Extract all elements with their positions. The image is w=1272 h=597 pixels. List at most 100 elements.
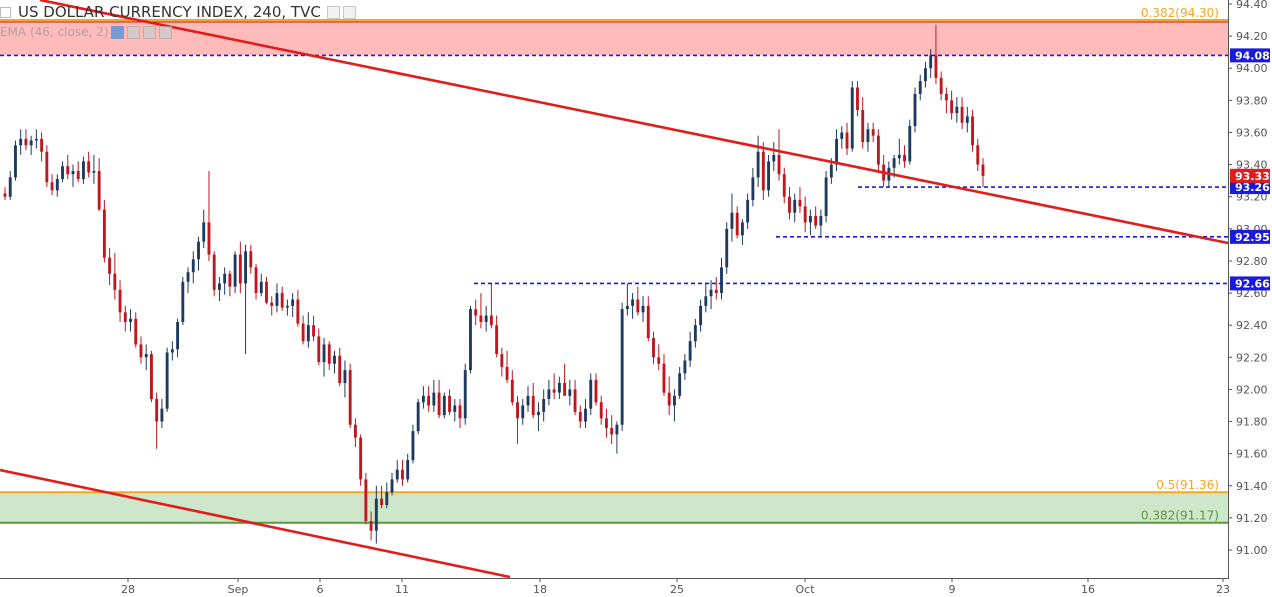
- candle-body: [976, 145, 980, 165]
- candle-body: [761, 151, 765, 191]
- candle-body: [803, 206, 807, 223]
- collapse-icon[interactable]: [0, 6, 11, 18]
- candle-body: [971, 116, 974, 146]
- candle-body: [489, 315, 493, 326]
- candle-body: [82, 161, 85, 180]
- y-tick-label: 93.60: [1236, 126, 1268, 139]
- close-icon[interactable]: [159, 25, 173, 39]
- candle-body: [29, 140, 33, 146]
- candle-body: [380, 498, 383, 506]
- candle-body: [8, 177, 12, 197]
- price-tag-93.26: 93.26: [1235, 181, 1270, 194]
- candle-body: [24, 138, 28, 146]
- x-tick-label: Sep: [228, 583, 249, 596]
- candle-body: [730, 212, 734, 229]
- candle-body: [301, 323, 305, 342]
- candle-body: [19, 138, 23, 146]
- symbol-title: US DOLLAR CURRENCY INDEX, 240, TVC: [18, 3, 321, 21]
- eye-icon[interactable]: [111, 25, 125, 39]
- candle-body: [401, 469, 404, 480]
- candle-body: [71, 171, 75, 175]
- trendline-lower[interactable]: [0, 468, 511, 579]
- header-buttons: [326, 5, 356, 19]
- candle-body: [782, 174, 786, 197]
- candle-body: [66, 166, 70, 175]
- candle-body: [584, 408, 587, 422]
- candle-body: [777, 154, 781, 175]
- candle-body: [918, 81, 922, 94]
- candle-body: [589, 379, 593, 409]
- fib-label: 0.382(94.30): [1141, 6, 1219, 20]
- candle-body: [113, 273, 117, 290]
- trendline-upper[interactable]: [39, 0, 1229, 245]
- fib-label: 0.5(91.36): [1156, 478, 1219, 492]
- candle-body: [516, 402, 519, 419]
- price-tag-92.66: 92.66: [1235, 277, 1270, 290]
- candle-body: [646, 305, 650, 339]
- candle-body: [950, 100, 954, 114]
- candle-body: [625, 305, 629, 310]
- candle-body: [312, 325, 316, 337]
- candle-body: [756, 151, 760, 178]
- candle-body: [594, 379, 598, 403]
- candle-body: [699, 305, 703, 326]
- candle-body: [453, 405, 457, 412]
- candle-body: [61, 166, 64, 180]
- y-tick-label: 91.20: [1236, 512, 1268, 525]
- candle-body: [348, 370, 352, 425]
- candle-body: [740, 222, 744, 236]
- candle-body: [176, 321, 180, 350]
- candle-body: [395, 469, 399, 480]
- candle-body: [228, 273, 232, 287]
- candle-body: [306, 325, 310, 342]
- candle-body: [578, 411, 582, 422]
- candle-body: [474, 309, 478, 316]
- y-tick-label: 91.60: [1236, 448, 1268, 461]
- candle-body: [620, 309, 624, 425]
- candle-body: [897, 154, 901, 159]
- candle-body: [751, 177, 755, 200]
- candle-body: [45, 151, 49, 183]
- candle-body: [50, 182, 54, 191]
- candle-body: [364, 479, 368, 522]
- candle-body: [631, 299, 635, 306]
- candle-body: [636, 299, 640, 313]
- y-tick-label: 92.00: [1236, 383, 1268, 396]
- compare-box-icon[interactable]: [342, 5, 356, 19]
- candle-body: [92, 171, 96, 173]
- candle-body: [411, 431, 415, 461]
- price-tag-92.95: 92.95: [1235, 231, 1270, 244]
- candle-body: [939, 77, 943, 94]
- candle-body: [202, 222, 206, 242]
- add-icon[interactable]: [143, 25, 157, 39]
- candle-body: [97, 171, 101, 210]
- candle-body: [709, 289, 713, 297]
- candle-body: [129, 318, 132, 322]
- settings-box-icon[interactable]: [326, 5, 340, 19]
- candle-body: [359, 437, 363, 480]
- x-tick-label: 18: [533, 583, 547, 596]
- candle-body: [448, 395, 451, 412]
- candle-body: [275, 293, 279, 306]
- candle-body: [861, 109, 865, 143]
- settings-icon[interactable]: [127, 25, 141, 39]
- x-tick-label: 9: [949, 583, 956, 596]
- candle-body: [903, 154, 906, 162]
- candle-body: [244, 251, 248, 284]
- indicator-label: EMA (46, close, 2): [0, 25, 109, 39]
- candle-body: [385, 492, 389, 506]
- candle-body: [463, 370, 467, 419]
- candle-body: [610, 427, 614, 435]
- candle-body: [181, 281, 185, 322]
- candle-body: [322, 344, 326, 363]
- candle-body: [76, 171, 80, 180]
- candle-body: [557, 382, 561, 393]
- candle-body: [767, 161, 771, 191]
- candle-body: [876, 135, 880, 165]
- candle-body: [552, 389, 556, 393]
- candle-body: [437, 392, 441, 416]
- candle-body: [458, 405, 462, 419]
- candle-body: [934, 55, 938, 78]
- y-tick-label: 93.40: [1236, 159, 1268, 172]
